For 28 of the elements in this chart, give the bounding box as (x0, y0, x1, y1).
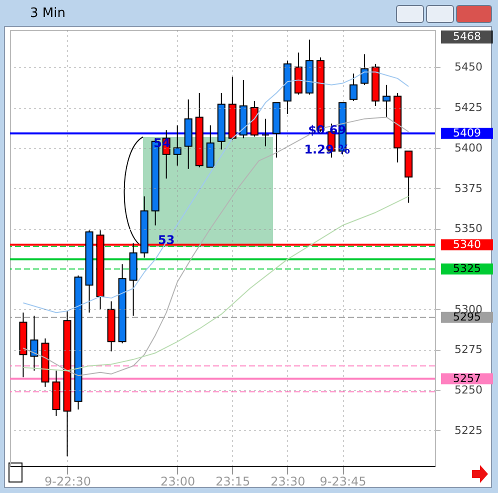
candlestick (360, 54, 369, 86)
x-tick-label: 23:00 (160, 474, 196, 488)
candlestick (173, 124, 182, 166)
candlestick (350, 73, 358, 102)
annotation: 53 (158, 232, 175, 247)
y-tick-label: 5250 (454, 384, 482, 397)
x-tick-label: 9-23:45 (320, 474, 366, 488)
y-tick-label: 5375 (454, 182, 482, 195)
y-tick-label: 5425 (454, 101, 482, 114)
ref-line-label: 5340 (453, 238, 481, 251)
candlestick (382, 84, 391, 118)
ref-line-label: 5325 (453, 262, 481, 275)
text: 5468 (453, 30, 481, 43)
ref-line-label: 5409 (453, 126, 481, 140)
candlestick (261, 118, 270, 147)
ref-line-label: 5257 (453, 372, 481, 385)
y-tick-label: 5275 (454, 343, 482, 356)
x-tick-label: 23:30 (270, 474, 306, 488)
y-tick-label: 5400 (454, 141, 482, 154)
x-tick-label: 9-22:30 (44, 474, 92, 488)
chart-title: 3 Min (30, 6, 66, 21)
y-tick-label: 5450 (454, 60, 482, 74)
annotation: 54 (154, 136, 170, 150)
y-tick-label: 5225 (454, 424, 482, 437)
line-series (22, 196, 410, 372)
candlestick (30, 315, 38, 372)
y-tick-label: 5350 (454, 222, 482, 236)
x-tick-label: 23:15 (216, 474, 250, 488)
